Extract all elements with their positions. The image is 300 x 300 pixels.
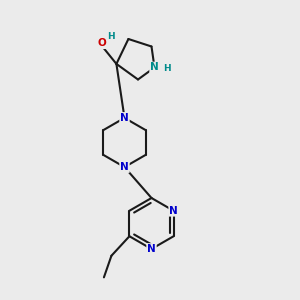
Text: O: O	[97, 38, 106, 48]
Text: N: N	[120, 113, 129, 123]
Text: N: N	[150, 62, 159, 73]
Text: H: H	[107, 32, 115, 41]
Text: H: H	[163, 64, 171, 73]
Text: N: N	[120, 162, 129, 172]
Text: N: N	[169, 206, 178, 216]
Text: N: N	[147, 244, 156, 254]
